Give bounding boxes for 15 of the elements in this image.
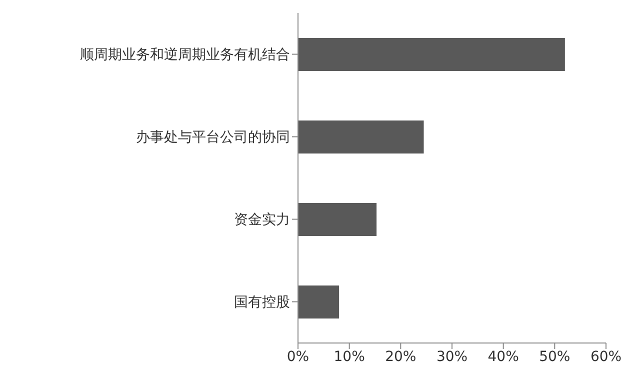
y-tick-label: 办事处与平台公司的协同 (136, 130, 290, 146)
bar (298, 38, 565, 71)
y-tick-label: 资金实力 (234, 212, 290, 228)
x-tick-label: 20% (385, 348, 416, 365)
bar (298, 286, 340, 318)
x-tick-label: 0% (286, 348, 310, 365)
x-tick-label: 10% (334, 348, 365, 365)
x-tick-label: 30% (436, 348, 468, 365)
x-tick-label: 40% (488, 348, 519, 365)
y-tick-label: 国有控股 (234, 294, 290, 311)
bar (298, 120, 424, 154)
y-tick-label: 顺周期业务和逆周期业务有机结合 (80, 47, 290, 64)
bar (298, 203, 377, 236)
x-tick-label: 60% (590, 348, 622, 365)
x-tick-label: 50% (539, 348, 570, 365)
